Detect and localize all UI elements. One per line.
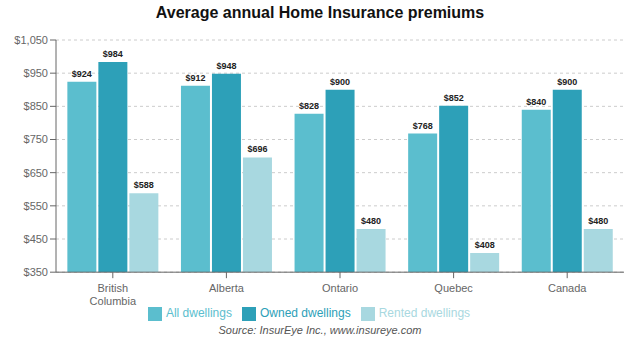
svg-text:Canada: Canada [548,282,587,294]
svg-text:$550: $550 [24,200,48,212]
svg-text:$840: $840 [526,97,546,107]
html-text:Owned dwellings: Owned dwellings [260,306,351,321]
svg-text:$984: $984 [103,49,123,59]
svg-text:$900: $900 [330,77,350,87]
svg-text:$768: $768 [413,121,433,131]
svg-text:Alberta: Alberta [209,282,245,294]
svg-text:$696: $696 [247,144,267,154]
html-text:All dwellings: All dwellings [165,306,232,321]
svg-text:$650: $650 [24,167,48,179]
svg-text:$948: $948 [216,61,236,71]
svg-text:$350: $350 [24,266,48,278]
html-text:Average annual Home Insurance: Average annual Home Insurance premiums [155,4,485,21]
html-text:Source: InsurEye Inc., www.ins: Source: InsurEye Inc., www.insureye.com [218,324,422,336]
svg-text:$950: $950 [24,67,48,79]
svg-text:$588: $588 [134,180,154,190]
html-text:Rented dwellings: Rented dwellings [378,306,471,321]
svg-text:$900: $900 [557,77,577,87]
svg-text:$408: $408 [475,240,495,250]
svg-text:Ontario: Ontario [322,282,358,294]
svg-text:$750: $750 [24,133,48,145]
svg-text:$852: $852 [444,93,464,103]
svg-text:$850: $850 [24,100,48,112]
svg-text:$450: $450 [24,233,48,245]
svg-text:$1,050: $1,050 [14,34,48,46]
svg-text:$912: $912 [185,73,205,83]
svg-text:$480: $480 [361,216,381,226]
svg-text:$480: $480 [588,216,608,226]
svg-text:BritishColumbia: BritishColumbia [90,282,137,307]
svg-text:$924: $924 [72,69,92,79]
svg-text:$828: $828 [299,101,319,111]
svg-text:Quebec: Quebec [434,282,473,294]
